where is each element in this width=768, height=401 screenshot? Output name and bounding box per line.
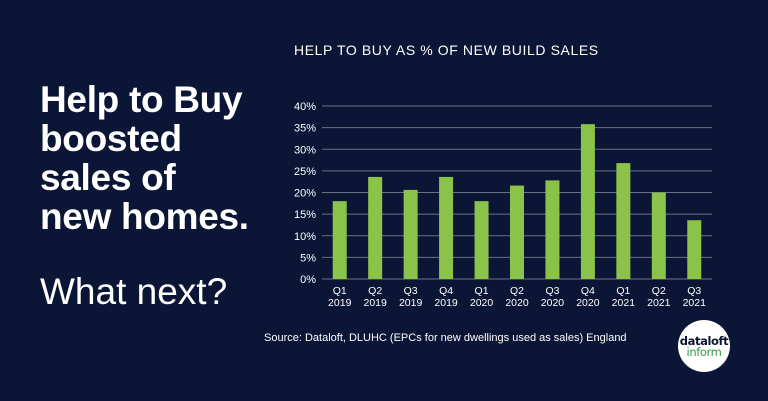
chart-title: HELP TO BUY AS % OF NEW BUILD SALES — [294, 42, 599, 58]
y-tick-label: 10% — [294, 231, 316, 243]
x-tick-label: Q1 — [475, 285, 489, 297]
y-tick-label: 15% — [294, 209, 316, 221]
bar — [616, 163, 631, 279]
headline: Help to Buy boosted sales of new homes. — [40, 80, 280, 236]
x-tick-label: Q3 — [545, 285, 559, 297]
headline-line-4: new homes. — [40, 196, 249, 237]
x-tick-label: Q4 — [581, 285, 595, 297]
dataloft-inform-logo: dataloft inform — [678, 320, 730, 372]
bar — [474, 201, 489, 279]
logo-text-dataloft: dataloft — [679, 333, 729, 348]
y-tick-label: 0% — [300, 274, 316, 286]
x-tick-label: 2021 — [683, 297, 707, 309]
bars — [332, 124, 702, 279]
y-tick-label: 40% — [294, 101, 316, 113]
source-note: Source: Dataloft, DLUHC (EPCs for new dw… — [264, 332, 627, 344]
x-tick-label: 2020 — [470, 297, 494, 309]
bar — [439, 176, 454, 279]
x-tick-label: Q3 — [404, 285, 418, 297]
y-tick-label: 20% — [294, 188, 316, 200]
bar — [687, 220, 702, 279]
x-tick-label: Q2 — [368, 285, 382, 297]
x-tick-label: 2019 — [399, 297, 423, 309]
x-tick-label: Q1 — [616, 285, 630, 297]
bar — [510, 185, 524, 279]
bar — [332, 201, 347, 279]
bar — [368, 176, 383, 279]
bar — [651, 192, 666, 279]
y-tick-label: 25% — [294, 166, 316, 178]
x-tick-label: 2020 — [541, 297, 565, 309]
subhead: What next? — [40, 271, 228, 312]
headline-line-3: sales of — [40, 157, 176, 198]
bar — [403, 189, 418, 279]
logo-text-inform: inform — [686, 344, 722, 359]
x-tick-label: Q4 — [439, 285, 453, 297]
x-axis-ticks: Q12019Q22019Q32019Q42019Q12020Q22020Q320… — [328, 285, 706, 309]
y-tick-label: 35% — [294, 123, 316, 135]
x-tick-label: 2021 — [612, 297, 636, 309]
bar-chart: 0%5%10%15%20%25%30%35%40% Q12019Q22019Q3… — [294, 101, 712, 309]
headline-line-2: boosted — [40, 118, 182, 159]
x-tick-label: 2019 — [328, 297, 352, 309]
headline-line-1: Help to Buy — [40, 79, 243, 120]
x-tick-label: Q3 — [687, 285, 701, 297]
y-tick-label: 30% — [294, 144, 316, 156]
x-tick-label: 2019 — [434, 297, 458, 309]
x-tick-label: 2019 — [364, 297, 388, 309]
bar — [545, 180, 560, 279]
x-tick-label: 2021 — [647, 297, 671, 309]
x-tick-label: 2020 — [576, 297, 600, 309]
x-tick-label: Q2 — [652, 285, 666, 297]
y-tick-label: 5% — [300, 252, 316, 264]
x-tick-label: Q2 — [510, 285, 524, 297]
x-tick-label: Q1 — [333, 285, 347, 297]
y-axis-ticks: 0% 5% 10% 15% 20% 25% 30% 35% 40% — [294, 101, 316, 286]
x-tick-label: 2020 — [505, 297, 529, 309]
bar — [580, 124, 595, 279]
